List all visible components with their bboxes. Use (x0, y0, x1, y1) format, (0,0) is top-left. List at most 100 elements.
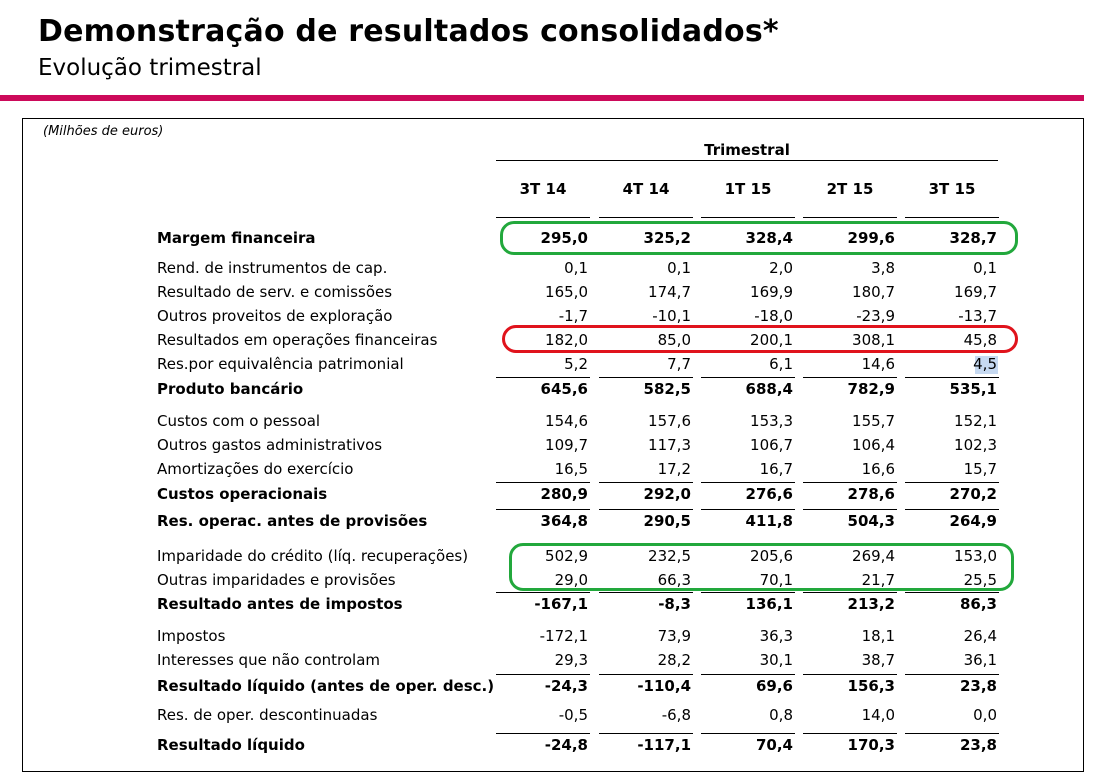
table-cell: 174,7 (648, 283, 691, 301)
table-cell: 0,0 (973, 706, 997, 724)
row-label: Resultado de serv. e comissões (157, 283, 393, 301)
total-rule (701, 592, 795, 593)
total-rule (599, 509, 693, 510)
row-label: Res.por equivalência patrimonial (157, 355, 404, 373)
total-rule (803, 377, 897, 378)
total-rule (803, 509, 897, 510)
table-cell: 85,0 (657, 331, 691, 349)
row-label: Custos com o pessoal (157, 412, 321, 430)
group-header-trimestral: Trimestral (704, 141, 790, 159)
total-rule (701, 509, 795, 510)
table-cell: 292,0 (643, 485, 691, 503)
table-cell: 170,3 (847, 736, 895, 754)
column-header: 3T 15 (928, 180, 976, 198)
table-cell: 0,1 (564, 259, 588, 277)
total-rule (905, 482, 999, 483)
table-cell: 328,7 (949, 229, 997, 247)
row-label: Outros proveitos de exploração (157, 307, 393, 325)
row-label: Outras imparidades e provisões (157, 571, 396, 589)
table-cell: 278,6 (847, 485, 895, 503)
table-cell: 155,7 (852, 412, 895, 430)
page-subtitle: Evolução trimestral (38, 55, 262, 81)
table-cell: -18,0 (754, 307, 793, 325)
table-cell: 364,8 (540, 512, 588, 530)
total-rule (803, 674, 897, 675)
table-cell: 154,6 (545, 412, 588, 430)
total-rule (701, 674, 795, 675)
table-cell: 23,8 (959, 736, 997, 754)
table-cell: 106,4 (852, 436, 895, 454)
table-cell: 117,3 (648, 436, 691, 454)
table-cell: 295,0 (540, 229, 588, 247)
table-cell: 582,5 (643, 380, 691, 398)
table-cell: 7,7 (667, 355, 691, 373)
row-label: Resultados em operações financeiras (157, 331, 438, 349)
column-header: 4T 14 (622, 180, 670, 198)
column-header-rule (496, 217, 590, 218)
table-cell: 5,2 (564, 355, 588, 373)
row-label: Rend. de instrumentos de cap. (157, 259, 388, 277)
row-label: Impostos (157, 627, 226, 645)
table-cell: 535,1 (949, 380, 997, 398)
table-cell: 69,6 (755, 677, 793, 695)
table-cell: 0,1 (667, 259, 691, 277)
table-cell: 205,6 (750, 547, 793, 565)
total-rule (905, 509, 999, 510)
table-cell: 109,7 (545, 436, 588, 454)
total-rule (803, 733, 897, 734)
page-title: Demonstração de resultados consolidados* (38, 14, 779, 49)
table-cell: -1,7 (558, 307, 588, 325)
accent-rule (0, 95, 1084, 101)
table-cell: 156,3 (847, 677, 895, 695)
table-cell: 182,0 (545, 331, 588, 349)
units-note: (Milhões de euros) (43, 124, 164, 139)
table-cell: 411,8 (745, 512, 793, 530)
total-rule (803, 482, 897, 483)
table-cell: 36,1 (963, 651, 997, 669)
table-cell: 26,4 (963, 627, 997, 645)
row-label: Imparidade do crédito (líq. recuperações… (157, 547, 469, 565)
total-rule (599, 733, 693, 734)
table-cell: 2,0 (769, 259, 793, 277)
table-cell: 169,7 (954, 283, 997, 301)
table-cell: 15,7 (963, 460, 997, 478)
total-rule (496, 733, 590, 734)
table-cell: -110,4 (637, 677, 691, 695)
total-rule (599, 592, 693, 593)
total-rule (599, 377, 693, 378)
green-highlight-oval (509, 543, 1014, 591)
total-rule (599, 674, 693, 675)
table-cell: 16,7 (759, 460, 793, 478)
column-header: 2T 15 (826, 180, 874, 198)
table-cell: -117,1 (637, 736, 691, 754)
total-rule (701, 733, 795, 734)
table-cell: -6,8 (661, 706, 691, 724)
total-rule (496, 482, 590, 483)
table-cell: 17,2 (657, 460, 691, 478)
total-rule (496, 377, 590, 378)
total-rule (905, 592, 999, 593)
column-header: 1T 15 (724, 180, 772, 198)
total-rule (496, 592, 590, 593)
table-cell: 157,6 (648, 412, 691, 430)
table-cell: -24,8 (544, 736, 588, 754)
total-rule (701, 377, 795, 378)
total-rule (905, 733, 999, 734)
selected-cell-highlight (975, 356, 998, 374)
table-cell: 73,9 (657, 627, 691, 645)
table-cell: 86,3 (959, 595, 997, 613)
column-header-rule (803, 217, 897, 218)
total-rule (496, 509, 590, 510)
group-header-rule (496, 160, 998, 161)
row-label: Interesses que não controlam (157, 651, 381, 669)
row-label: Res. de oper. descontinuadas (157, 706, 378, 724)
row-label: Res. operac. antes de provisões (157, 512, 428, 530)
column-header-rule (905, 217, 999, 218)
table-cell: 18,1 (861, 627, 895, 645)
table-cell: 36,3 (759, 627, 793, 645)
table-cell: 66,3 (657, 571, 691, 589)
table-cell: 0,8 (769, 706, 793, 724)
table-cell: 70,1 (759, 571, 793, 589)
table-cell: 165,0 (545, 283, 588, 301)
table-cell: 23,8 (959, 677, 997, 695)
